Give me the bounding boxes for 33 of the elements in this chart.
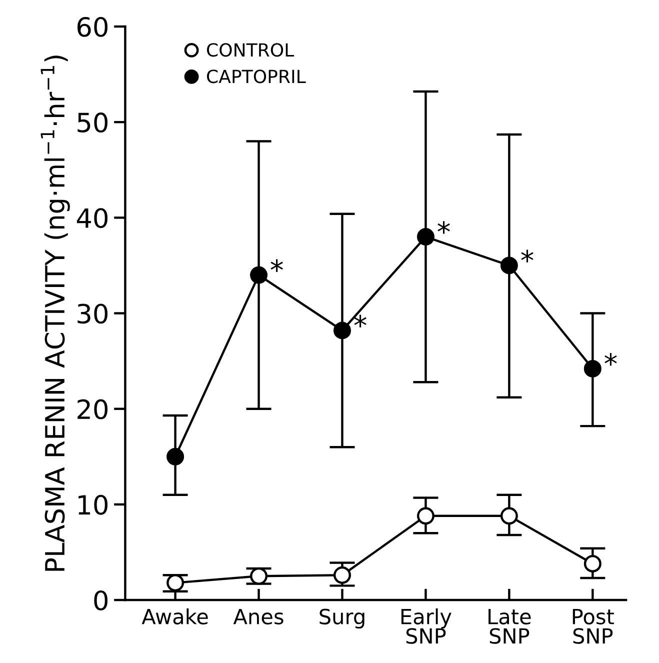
point — [166, 448, 184, 466]
point — [416, 228, 434, 246]
annotation: * — [521, 250, 534, 262]
y-tick-label: 10 — [78, 494, 108, 515]
point — [500, 507, 518, 525]
y-axis-title: PLASMA RENIN ACTIVITY (ng·ml$^{−1}$·hr$^{−1}$) — [40, 56, 70, 571]
point — [250, 567, 268, 585]
point — [416, 507, 434, 525]
point — [500, 256, 518, 274]
x-tick-label: Surg — [320, 608, 364, 629]
point — [584, 360, 602, 378]
point — [333, 322, 351, 340]
x-tick-label: Awake — [142, 608, 208, 624]
y-tick-label: 0 — [94, 590, 108, 610]
point — [250, 266, 268, 284]
x-tick-label: Late SNP — [488, 608, 531, 644]
y-tick-label: 40 — [76, 208, 108, 228]
x-tick-label: Anes — [233, 608, 284, 624]
y-tick-label: 20 — [78, 399, 108, 420]
annotation: * — [438, 221, 450, 234]
point — [333, 566, 351, 584]
point — [584, 554, 602, 572]
point — [166, 574, 184, 592]
legend-label: CAPTOPRIL — [207, 70, 306, 84]
x-tick-label: Post SNP — [572, 608, 614, 644]
y-tick-label: 30 — [78, 304, 108, 324]
annotation: * — [604, 352, 617, 366]
x-tick-label: Early SNP — [401, 608, 452, 644]
y-tick-label: 50 — [78, 112, 108, 133]
legend-label: CONTROL — [207, 43, 294, 57]
annotation: * — [354, 314, 366, 328]
annotation: * — [270, 259, 283, 272]
y-tick-label: 60 — [78, 16, 108, 37]
